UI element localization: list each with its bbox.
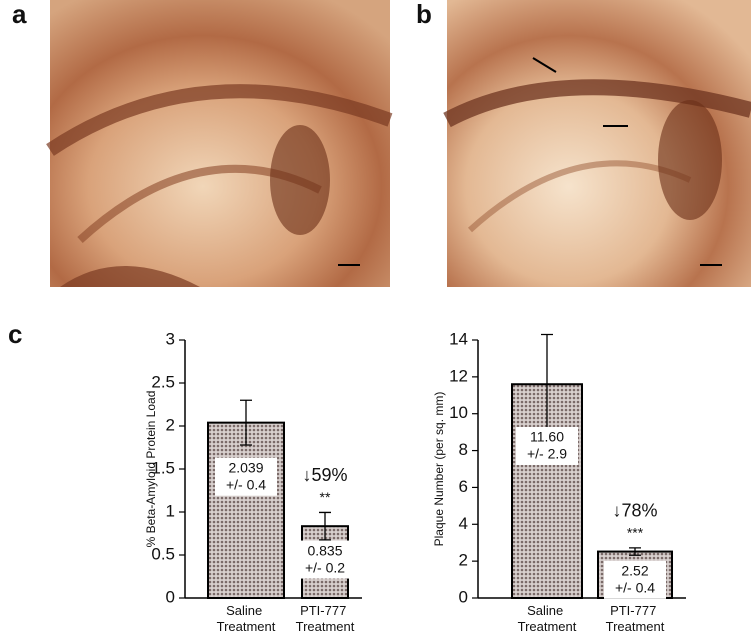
y-axis-label: % Beta-Amyloid Protein Load	[144, 391, 158, 548]
value-label: 2.52	[621, 563, 648, 579]
value-label: 0.835	[307, 542, 342, 558]
x-tick-label: Saline Treatment	[217, 603, 276, 634]
y-axis-label: Plaque Number (per sq. mm)	[432, 392, 446, 547]
micrograph-b	[443, 0, 751, 287]
error-bar	[319, 511, 331, 541]
annotation: ***	[627, 525, 644, 541]
panel-label: b	[416, 0, 432, 29]
error-label: +/- 0.2	[305, 559, 345, 575]
micrograph-a	[46, 0, 393, 287]
value-label-box	[294, 540, 356, 579]
y-tick-label: 0.5	[151, 544, 175, 563]
annotation: ↓59%	[302, 465, 347, 485]
annotation: **	[320, 489, 331, 505]
error-label: +/- 0.4	[226, 476, 266, 492]
y-tick-label: 3	[166, 329, 175, 348]
error-bar	[240, 399, 252, 446]
x-tick-label: PTI-777 Treatment	[606, 603, 665, 634]
y-tick-label: 1	[166, 501, 175, 520]
y-tick-label: 14	[449, 329, 468, 348]
y-tick-label: 0	[166, 587, 175, 606]
x-tick-label: PTI-777 Treatment	[296, 603, 355, 634]
panel-label: c	[8, 319, 22, 349]
y-tick-label: 2.5	[151, 372, 175, 391]
panel-label: a	[12, 0, 27, 29]
value-label: 2.039	[228, 459, 263, 475]
error-label: +/- 2.9	[527, 446, 567, 462]
y-tick-label: 4	[459, 514, 468, 533]
y-tick-label: 6	[459, 477, 468, 496]
y-tick-label: 12	[449, 366, 468, 385]
y-tick-label: 1.5	[151, 458, 175, 477]
y-tick-label: 2	[166, 415, 175, 434]
value-label: 11.60	[530, 429, 564, 445]
value-label-box	[516, 426, 578, 465]
annotation: ↓78%	[612, 501, 657, 521]
y-tick-label: 2	[459, 551, 468, 570]
value-label-box	[215, 457, 277, 496]
value-label-box	[604, 560, 666, 599]
y-tick-label: 10	[449, 403, 468, 422]
x-tick-label: Saline Treatment	[518, 603, 577, 634]
y-tick-label: 0	[459, 587, 468, 606]
error-label: +/- 0.4	[615, 580, 655, 596]
y-tick-label: 8	[459, 440, 468, 459]
error-bar	[629, 547, 641, 556]
bar	[207, 421, 285, 599]
